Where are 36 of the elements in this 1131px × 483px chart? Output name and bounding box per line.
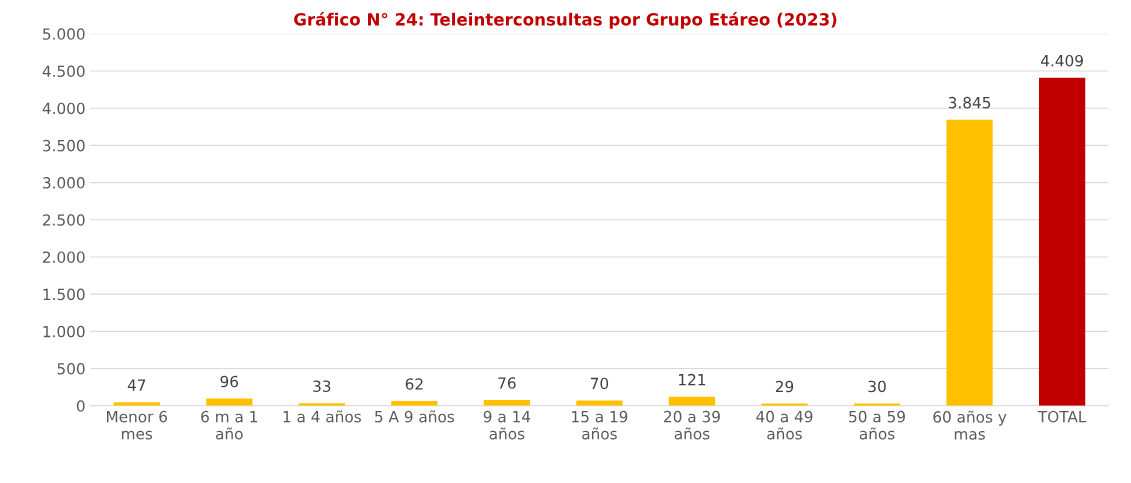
data-label: 76 [498, 377, 516, 389]
data-label: 121 [679, 373, 706, 386]
data-label: 47 [127, 379, 146, 391]
data-label: 30 [868, 380, 886, 393]
x-tick-label: 50 a 59 años [849, 410, 905, 440]
y-tick-label: 4.000 [42, 102, 85, 115]
x-tick-label: 6 m a 1 año [201, 410, 257, 440]
y-tick-label: 500 [57, 362, 85, 375]
chart-title: Gráfico N° 24: Teleinterconsultas por Grupo Etáreo (2023) [294, 12, 837, 29]
x-tick-label: 15 a 19 años [572, 410, 628, 440]
data-label: 70 [590, 377, 609, 390]
y-tick-label: 3.500 [43, 139, 85, 152]
data-label: 4.409 [1040, 54, 1083, 67]
y-tick-label: 0 [76, 400, 85, 412]
x-tick-label: 20 a 39 años [664, 410, 720, 440]
y-tick-label: 5.000 [43, 28, 85, 40]
y-tick-label: 2.000 [43, 251, 85, 263]
data-label: 33 [313, 380, 331, 392]
y-tick-label: 3.000 [43, 177, 85, 189]
data-label: 62 [405, 378, 423, 390]
x-tick-label: 1 a 4 años [283, 410, 361, 423]
x-tick-label: 5 A 9 años [375, 410, 455, 423]
bar [946, 119, 993, 406]
bar [1038, 77, 1086, 406]
y-tick-label: 2.500 [43, 214, 85, 226]
data-label: 3.845 [948, 96, 991, 109]
x-tick-label: Menor 6 mes [107, 410, 168, 440]
data-label: 29 [775, 380, 794, 393]
x-tick-label: TOTAL [1037, 410, 1087, 423]
y-tick-label: 1.000 [43, 325, 85, 338]
data-label: 96 [220, 375, 239, 388]
x-tick-label: 60 años y mas [933, 410, 1007, 440]
x-tick-label: 9 a 14 años [483, 410, 531, 440]
x-tick-label: 40 a 49 años [756, 410, 813, 440]
y-tick-label: 1.500 [43, 288, 85, 301]
y-tick-label: 4.500 [42, 65, 85, 78]
